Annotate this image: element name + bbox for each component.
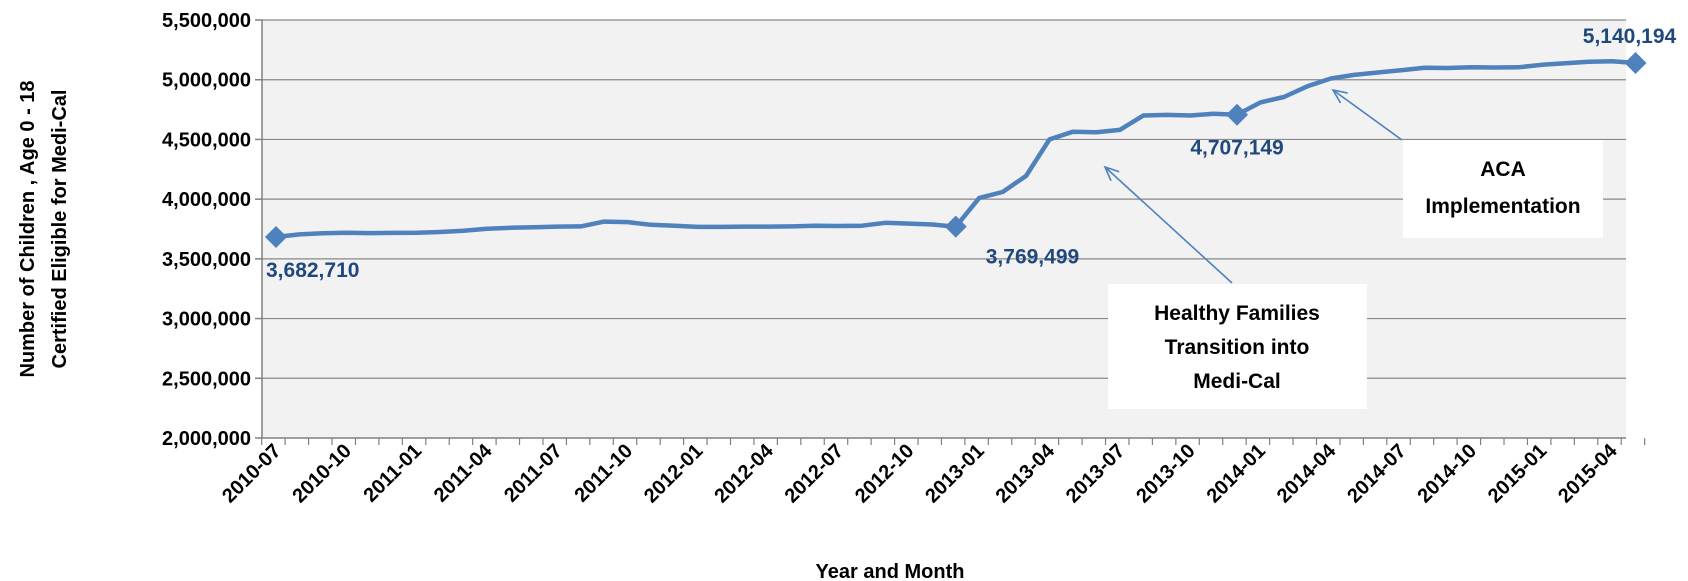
annotation-text: Implementation — [1425, 195, 1580, 218]
data-label: 5,140,194 — [1583, 25, 1677, 48]
x-tick-label: 2012-10 — [851, 440, 918, 507]
y-axis-title: Number of Children , Age 0 - 18 Certifie… — [17, 80, 71, 377]
gridlines — [262, 19, 1626, 379]
annotation-arrowhead — [1103, 165, 1120, 182]
y-axis-title-line-2: Certified Eligible for Medi-Cal — [49, 90, 71, 369]
y-tick-label: 4,500,000 — [162, 129, 251, 151]
y-tick-label: 3,500,000 — [162, 249, 251, 271]
x-tick-label: 2011-01 — [359, 440, 426, 507]
x-tick-label: 2013-10 — [1132, 440, 1199, 507]
annotation-text: Healthy Families — [1154, 302, 1320, 325]
x-tick-label: 2011-10 — [570, 440, 637, 507]
data-label: 3,682,710 — [266, 259, 359, 282]
annotation-box-aca — [1403, 140, 1603, 238]
annotation-arrow — [1104, 166, 1233, 284]
annotation-text: Transition into — [1165, 336, 1310, 359]
data-point-marker — [1624, 51, 1647, 74]
y-tick-label: 4,000,000 — [162, 189, 251, 211]
y-axis-title-line-1: Number of Children , Age 0 - 18 — [17, 80, 39, 377]
annotations: Healthy Families Transition into Medi-Cal A… — [1103, 88, 1603, 409]
x-tick-label: 2014-10 — [1414, 440, 1481, 507]
data-point-marker — [265, 226, 287, 249]
annotation-arrowhead — [1331, 88, 1348, 104]
annotation-text: ACA — [1480, 158, 1526, 181]
x-tick-label: 2010-07 — [218, 440, 285, 507]
x-tick-label: 2015-01 — [1484, 440, 1551, 507]
annotation-text: Medi-Cal — [1193, 370, 1281, 393]
x-tick-label: 2015-04 — [1554, 439, 1622, 507]
x-tick-label: 2012-07 — [781, 440, 848, 507]
data-label: 4,707,149 — [1190, 137, 1283, 160]
x-tick-label: 2014-01 — [1203, 440, 1270, 507]
x-tick-label: 2011-04 — [430, 439, 497, 506]
x-tick-label: 2012-04 — [710, 439, 778, 507]
y-tick-label: 5,000,000 — [162, 70, 251, 92]
axes — [261, 20, 1626, 439]
x-tick-label: 2014-07 — [1343, 440, 1410, 507]
x-tick-label: 2014-04 — [1273, 439, 1341, 507]
annotation-box-healthy-families — [1108, 284, 1367, 409]
x-tick-label: 2010-10 — [288, 440, 355, 507]
data-point-marker — [944, 215, 967, 238]
x-tick-label: 2013-01 — [921, 440, 988, 507]
y-axis-ticks: 2,000,000 2,500,000 3,000,000 3,500,000 4,00… — [162, 10, 262, 450]
x-axis-title: Year and Month — [816, 561, 965, 581]
y-tick-label: 2,500,000 — [162, 368, 251, 390]
x-tick-label: 2012-01 — [640, 440, 707, 507]
y-tick-label: 2,000,000 — [162, 428, 251, 450]
x-axis-ticks: 2010-07 2010-10 2011-01 2011-04 2011-07 2011-… — [218, 438, 1646, 507]
x-tick-label: 2011-07 — [500, 440, 567, 507]
y-tick-label: 5,500,000 — [162, 10, 251, 32]
annotation-arrow — [1332, 89, 1403, 141]
x-tick-label: 2013-07 — [1062, 440, 1129, 507]
data-markers: 3,682,710 3,769,499 4,707,149 5,140,194 — [265, 25, 1677, 282]
data-point-marker — [1226, 103, 1249, 126]
y-tick-label: 3,000,000 — [162, 309, 251, 331]
x-tick-label: 2013-04 — [992, 439, 1060, 507]
data-label: 3,769,499 — [986, 246, 1079, 269]
